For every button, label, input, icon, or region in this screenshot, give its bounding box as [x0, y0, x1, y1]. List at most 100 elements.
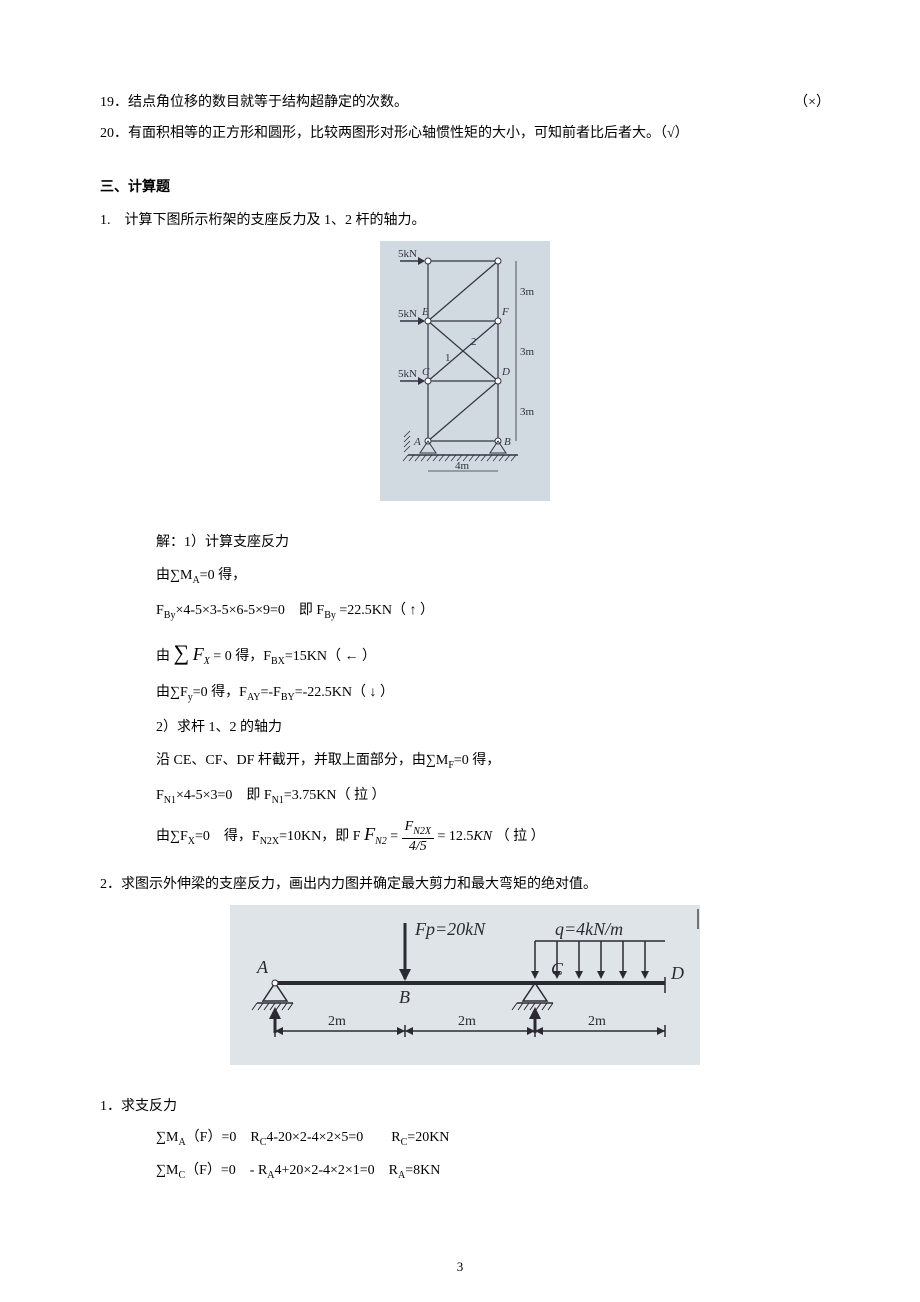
a2-l2: ∑MC（F）=0 - RA4+20×2-4×2×1=0 RA=8KN [156, 1158, 830, 1185]
t: N1 [164, 795, 176, 806]
svg-text:q=4kN/m: q=4kN/m [555, 919, 623, 939]
a2-h: 1．求支反力 [100, 1094, 830, 1119]
t: N2 [375, 836, 387, 847]
t: （ 拉 ） [496, 829, 545, 844]
t: F [405, 819, 414, 834]
t: A [267, 1170, 274, 1181]
question-19: 19．结点角位移的数目就等于结构超静定的次数。 （×） [100, 90, 830, 115]
s1-l2-post: =0 得， [200, 568, 246, 583]
t: =0 得，F [195, 829, 260, 844]
svg-text:1: 1 [445, 352, 451, 364]
t: N2X [260, 836, 279, 847]
svg-text:Fp=20kN: Fp=20kN [414, 919, 486, 939]
t: =0 得，F [193, 685, 247, 700]
t: F [193, 644, 204, 664]
t: （F）=0 - R [185, 1163, 267, 1178]
t: 得，F [235, 649, 271, 664]
svg-text:2m: 2m [458, 1014, 476, 1029]
sum-icon: ∑ [174, 640, 190, 665]
svg-text:D: D [501, 366, 510, 378]
svg-text:2: 2 [471, 336, 477, 348]
svg-text:C: C [551, 959, 564, 979]
p2-text: 求图示外伸梁的支座反力，画出内力图并确定最大剪力和最大弯矩的绝对值。 [121, 877, 597, 892]
t: By [324, 610, 336, 621]
svg-text:3m: 3m [520, 286, 535, 298]
t: F [156, 788, 164, 803]
t: 4+20×2-4×2×1=0 R [275, 1163, 398, 1178]
t: 由∑F [156, 829, 188, 844]
t: （F）=0 R [186, 1130, 260, 1145]
t: F [364, 824, 375, 844]
t: =22.5KN（ ↑ ） [336, 603, 434, 618]
t: AY [247, 692, 261, 703]
question-20: 20．有面积相等的正方形和圆形，比较两图形对形心轴惯性矩的大小，可知前者比后者大… [100, 121, 830, 146]
t: = 12.5 [437, 829, 473, 844]
t: N1 [272, 795, 284, 806]
svg-text:C: C [422, 366, 430, 378]
t: BY [281, 692, 295, 703]
t: 沿 CE、CF、DF 杆截开，并取上面部分，由∑M [156, 753, 448, 768]
q19-num: 19． [100, 95, 128, 110]
t: =0 得， [454, 753, 500, 768]
svg-text:F: F [501, 306, 509, 318]
t: =-22.5KN（ ↓ ） [295, 685, 394, 700]
t: F [156, 603, 164, 618]
svg-text:3m: 3m [520, 406, 535, 418]
page-number: 3 [0, 1255, 920, 1278]
problem-1: 1. 计算下图所示桁架的支座反力及 1、2 杆的轴力。 [100, 208, 830, 233]
t: X [188, 836, 195, 847]
svg-text:5kN: 5kN [398, 368, 417, 380]
t: =3.75KN（ 拉 ） [284, 788, 386, 803]
answer-2: 1．求支反力 ∑MA（F）=0 RC4-20×2-4×2×5=0 RC=20KN… [100, 1094, 830, 1185]
s1-l5: 由∑Fy=0 得，FAY=-FBY=-22.5KN（ ↓ ） [156, 680, 830, 707]
t: =10KN，即 F [279, 829, 364, 844]
t: ×4-5×3=0 即 F [176, 788, 272, 803]
s1-l8: FN1×4-5×3=0 即 FN1=3.75KN（ 拉 ） [156, 783, 830, 810]
svg-text:4m: 4m [455, 460, 470, 472]
fraction: FN2X 4/5 [402, 820, 434, 854]
t: ∑M [156, 1163, 178, 1178]
t: 4-20×2-4×2×5=0 R [266, 1130, 400, 1145]
problem-2: 2．求图示外伸梁的支座反力，画出内力图并确定最大剪力和最大弯矩的绝对值。 [100, 872, 830, 897]
svg-text:B: B [399, 987, 410, 1007]
s1-l7: 沿 CE、CF、DF 杆截开，并取上面部分，由∑MF=0 得， [156, 748, 830, 775]
svg-text:2m: 2m [588, 1014, 606, 1029]
t: =20KN [407, 1130, 449, 1145]
t: ×4-5×3-5×6-5×9=0 即 F [175, 603, 324, 618]
a2-l1: ∑MA（F）=0 RC4-20×2-4×2×5=0 RC=20KN [156, 1125, 830, 1152]
svg-text:A: A [413, 436, 421, 448]
q20-body: 有面积相等的正方形和圆形，比较两图形对形心轴惯性矩的大小，可知前者比后者大。（√… [128, 126, 689, 141]
t: =-F [261, 685, 281, 700]
q20-num: 20． [100, 126, 128, 141]
q19-text: 19．结点角位移的数目就等于结构超静定的次数。 [100, 90, 770, 115]
p1-num: 1. [100, 213, 125, 228]
t: N2X [413, 826, 431, 837]
svg-text:B: B [504, 436, 511, 448]
q19-body: 结点角位移的数目就等于结构超静定的次数。 [128, 95, 408, 110]
t: ∑M [156, 1130, 178, 1145]
figure-2: Fp=20kNq=4kN/mABCD2m2m2m [100, 905, 830, 1074]
t: =15KN（ ← ） [285, 649, 376, 664]
s1-l6: 2）求杆 1、2 的轴力 [156, 715, 830, 740]
t: 由 [156, 649, 170, 664]
beam-diagram: Fp=20kNq=4kN/mABCD2m2m2m [230, 905, 700, 1065]
p2-num: 2． [100, 877, 121, 892]
t: A [178, 1137, 185, 1148]
s1-l9: 由∑FX=0 得，FN2X=10KN，即 F FN2 = FN2X 4/5 = … [156, 818, 830, 854]
t: By [164, 610, 176, 621]
t: = 0 [213, 649, 231, 664]
s1-l2-pre: 由∑M [156, 568, 192, 583]
section-3-title: 三、计算题 [100, 174, 830, 199]
svg-text:5kN: 5kN [398, 248, 417, 260]
truss-diagram: 5kN5kN5kN3m3m3m12EFCDAB4m [380, 241, 550, 501]
t: 4/5 [402, 839, 434, 854]
s1-l4: 由 ∑ FX = 0 得，FBX=15KN（ ← ） [156, 633, 830, 673]
t: KN [473, 829, 492, 844]
t: = [390, 829, 401, 844]
svg-text:E: E [421, 306, 429, 318]
figure-1: 5kN5kN5kN3m3m3m12EFCDAB4m [100, 241, 830, 510]
s1-l3: FBy×4-5×3-5×6-5×9=0 即 FBy =22.5KN（ ↑ ） [156, 598, 830, 625]
page: 19．结点角位移的数目就等于结构超静定的次数。 （×） 20．有面积相等的正方形… [0, 0, 920, 1302]
p1-text: 计算下图所示桁架的支座反力及 1、2 杆的轴力。 [125, 213, 426, 228]
svg-text:A: A [256, 957, 269, 977]
